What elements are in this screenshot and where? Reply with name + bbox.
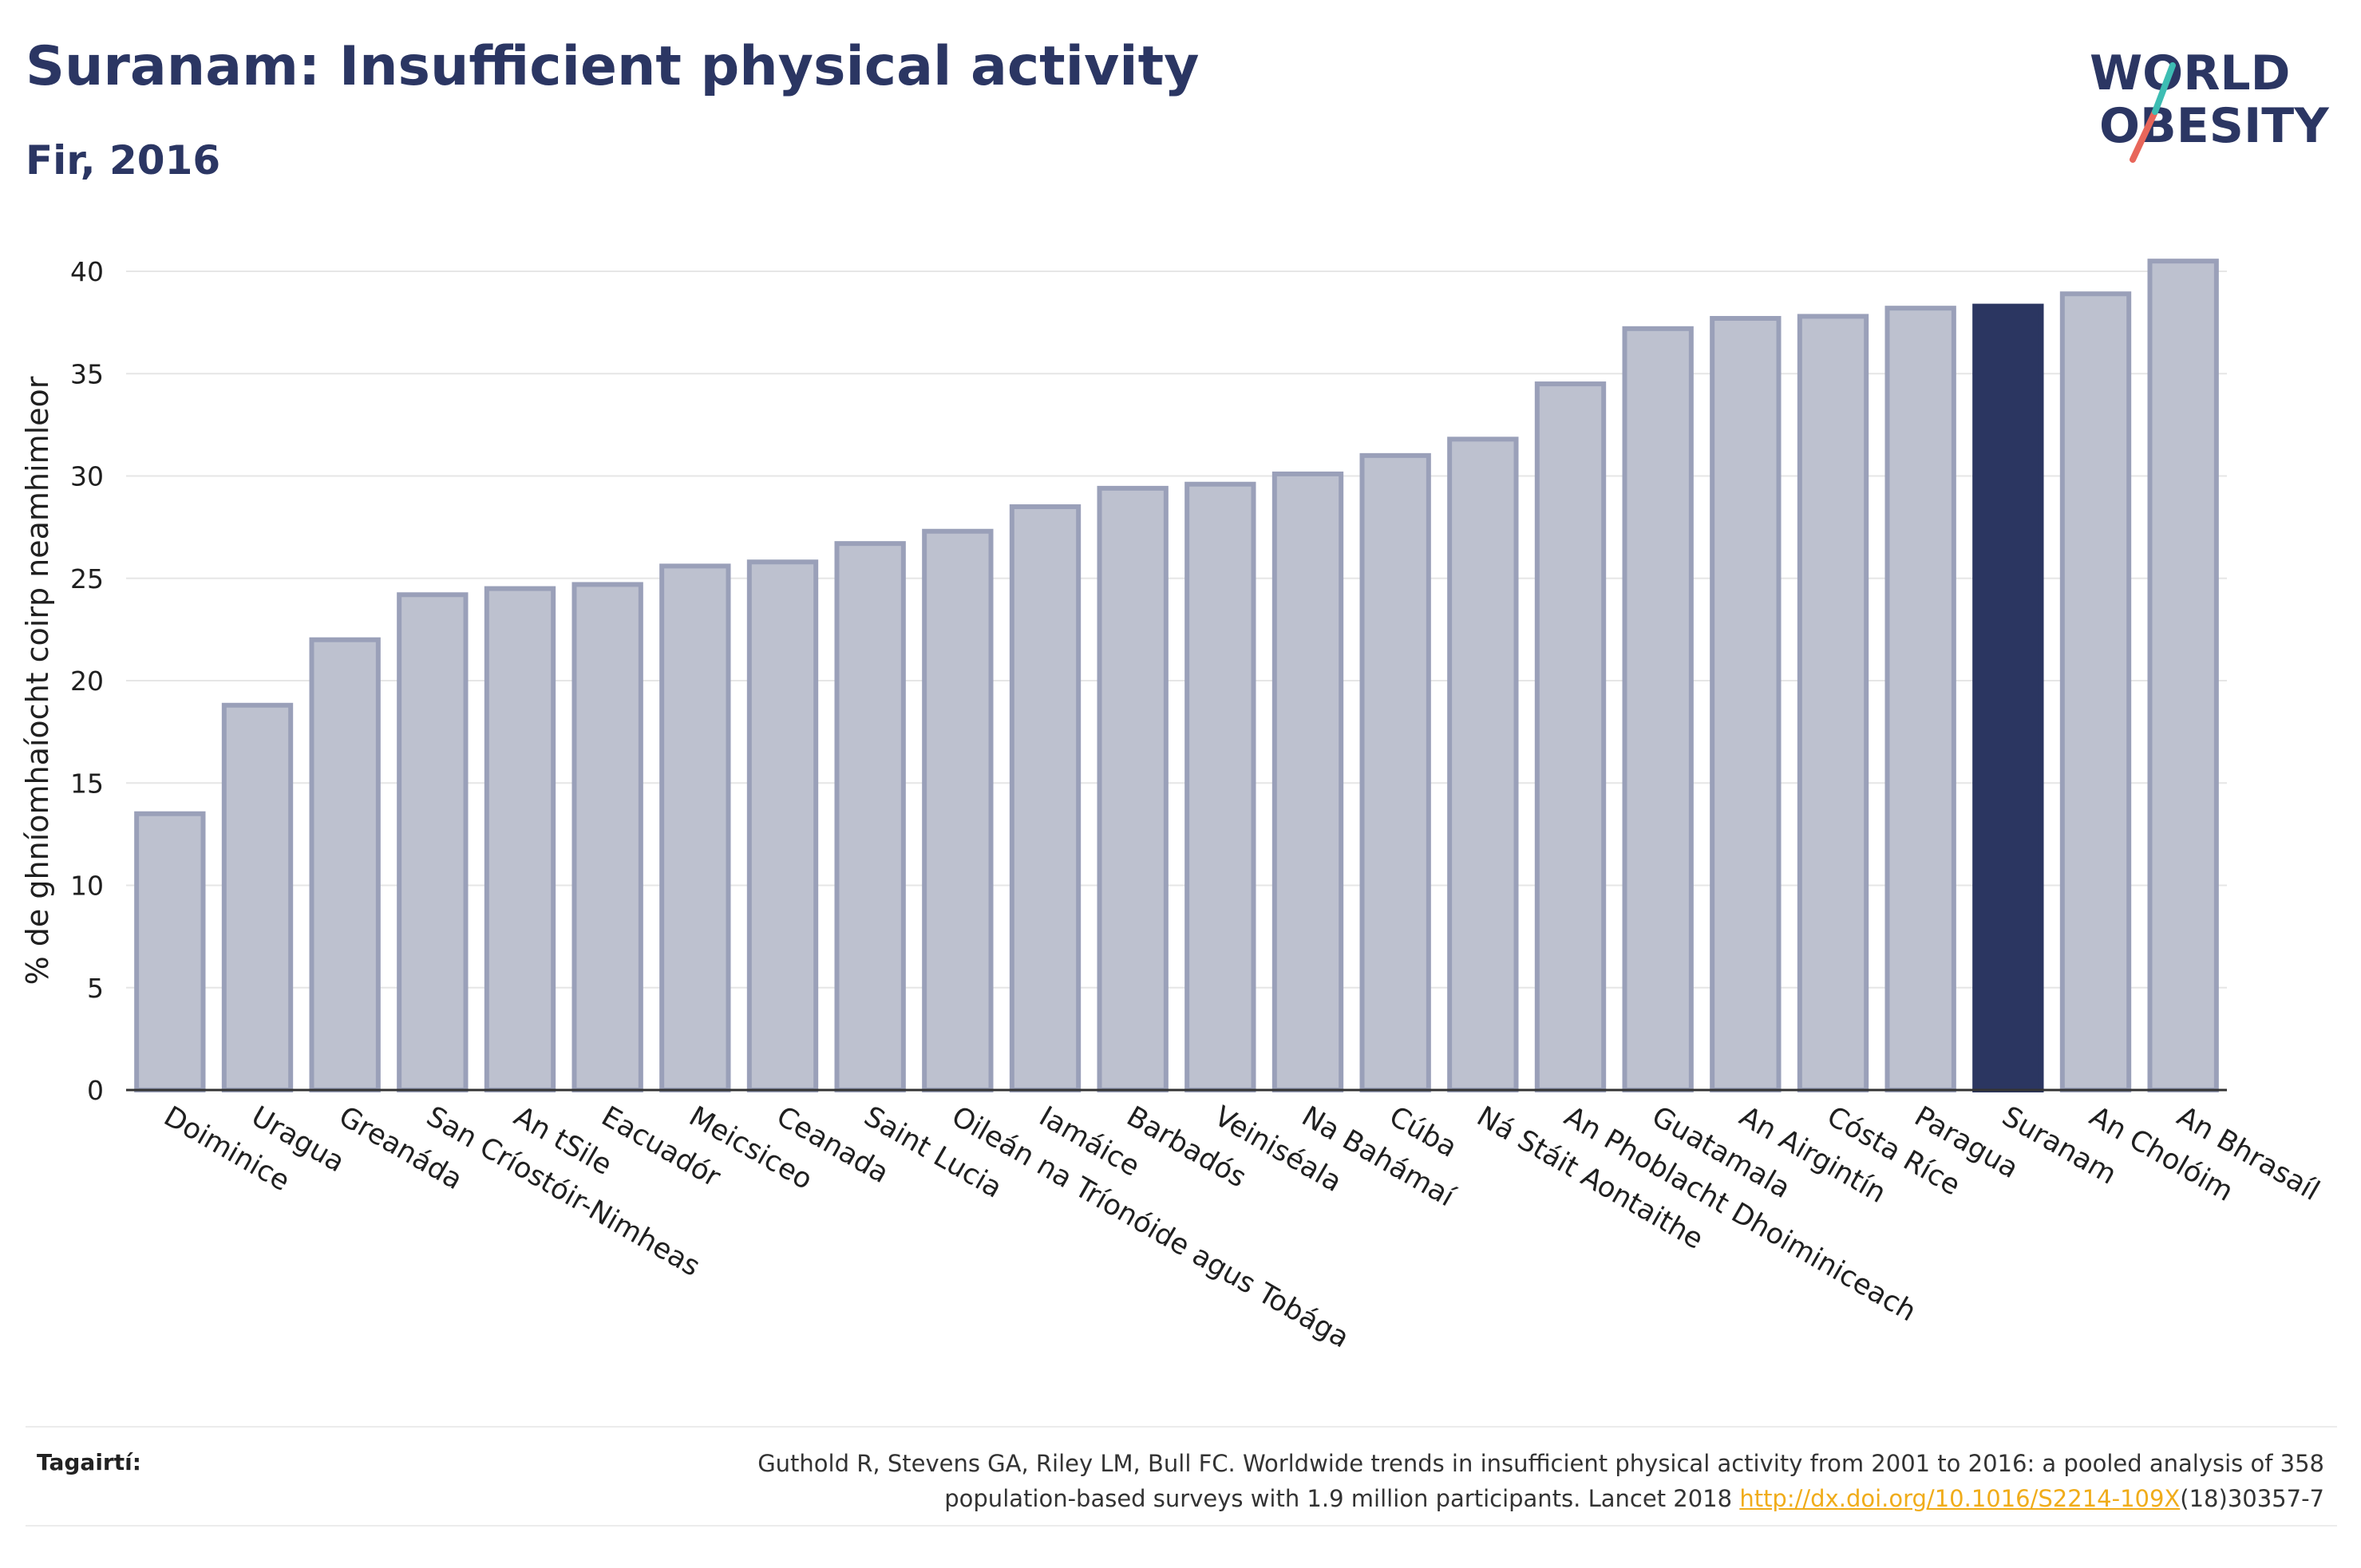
bar-eacuad-r[interactable] [571, 582, 643, 1092]
world-obesity-logo: WORLD OBESITY [2090, 45, 2330, 163]
y-tick-label: 5 [87, 973, 104, 1004]
chart-title: Suranam: Insufficient physical activity [26, 35, 1200, 98]
y-axis-label: % de ghníomhaíocht coirp neamhimleor [20, 376, 55, 985]
bar-an-phoblacht-dhoiminiceach[interactable] [1534, 381, 1607, 1092]
bar-guatamala[interactable] [1622, 326, 1694, 1092]
bar-san-cr-ost-ir-nimheas[interactable] [397, 592, 469, 1092]
bar-ceanada[interactable] [746, 559, 819, 1092]
svg-text:WORLD: WORLD [2090, 45, 2290, 101]
chart-subtitle: Fir, 2016 [26, 137, 221, 184]
bar-an-airgint-n[interactable] [1710, 315, 1782, 1092]
footer-divider-top [26, 1426, 2337, 1428]
bar-meicsiceo[interactable] [659, 563, 731, 1092]
bar-iam-ice[interactable] [1009, 504, 1082, 1092]
bar-barbad-s[interactable] [1097, 485, 1169, 1092]
bars [134, 259, 2219, 1093]
y-tick-label: 35 [70, 358, 104, 389]
reference-line-2: population-based surveys with 1.9 millio… [944, 1485, 1740, 1512]
footer-divider-bottom [26, 1525, 2337, 1527]
bar-chart: 0510152025303540DoiminiceUraguaGreanádaS… [20, 256, 2325, 1354]
y-tick-label: 0 [87, 1075, 104, 1106]
bar-c-ba[interactable] [1359, 452, 1431, 1092]
bar-grean-da[interactable] [309, 637, 381, 1092]
bar-na-bah-ma-[interactable] [1271, 471, 1344, 1092]
bar-paragua[interactable] [1884, 306, 1956, 1093]
reference-link[interactable]: http://dx.doi.org/10.1016/S2214-109X [1739, 1485, 2181, 1512]
y-tick-label: 20 [70, 666, 104, 697]
bar-saint-lucia[interactable] [834, 541, 906, 1092]
bar-uragua[interactable] [221, 702, 294, 1093]
bar-c-sta-r-ce[interactable] [1797, 314, 1869, 1092]
bar-doiminice[interactable] [134, 811, 206, 1092]
reference-text: Guthold R, Stevens GA, Riley LM, Bull FC… [488, 1446, 2324, 1516]
y-tick-label: 30 [70, 461, 104, 492]
bar-an-chol-im[interactable] [2059, 291, 2132, 1092]
bar-suranam[interactable] [1972, 303, 2044, 1093]
bar-veinis-ala[interactable] [1184, 481, 1256, 1092]
y-tick-label: 15 [70, 768, 104, 799]
reference-label: Tagairtí: [37, 1449, 141, 1475]
bar-an-tsile[interactable] [484, 586, 556, 1092]
y-tick-label: 10 [70, 871, 104, 902]
bar-oile-n-na-tr-on-ide-agus-tob-ga[interactable] [922, 528, 994, 1092]
bar-an-bhrasa-l[interactable] [2147, 259, 2219, 1092]
reference-line-1: Guthold R, Stevens GA, Riley LM, Bull FC… [757, 1450, 2324, 1477]
reference-line-2-end: (18)30357-7 [2180, 1485, 2324, 1512]
bar-n-st-it-aontaithe[interactable] [1447, 436, 1519, 1092]
y-tick-label: 40 [70, 256, 104, 287]
y-tick-label: 25 [70, 563, 104, 594]
